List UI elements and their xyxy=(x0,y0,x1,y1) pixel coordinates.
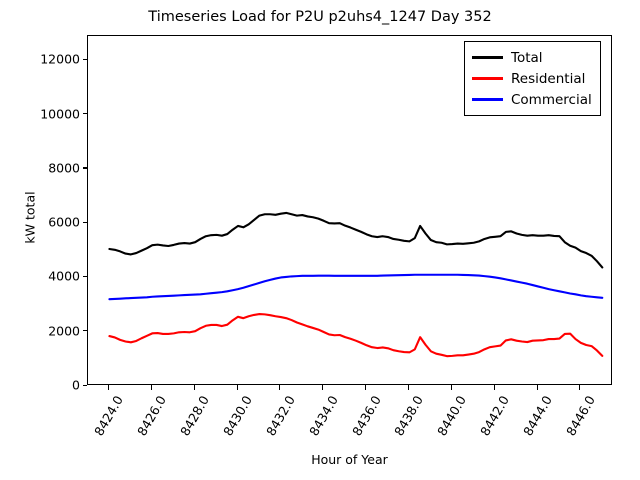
y-tick-mark xyxy=(82,113,87,115)
y-tick-label: 12000 xyxy=(40,51,80,67)
series-lines xyxy=(108,211,604,358)
x-tick-mark xyxy=(450,385,452,390)
x-tick-mark xyxy=(107,385,110,390)
legend-item-total: Total xyxy=(472,47,592,68)
x-tick-mark xyxy=(150,385,152,390)
x-tick-mark xyxy=(236,385,238,390)
y-tick-label: 2000 xyxy=(48,323,80,339)
plot-area xyxy=(87,35,612,385)
x-tick-mark xyxy=(279,385,281,390)
x-tick-mark xyxy=(536,385,538,390)
legend-label-commercial: Commercial xyxy=(511,91,592,108)
x-tick-mark xyxy=(193,385,195,390)
legend-swatch-total xyxy=(472,56,503,59)
legend-label-residential: Residential xyxy=(511,70,586,87)
legend-swatch-commercial xyxy=(472,98,503,101)
legend-swatch-residential xyxy=(472,77,503,80)
legend: Total Residential Commercial xyxy=(464,41,601,116)
y-tick-mark xyxy=(82,384,87,386)
y-tick-label: 4000 xyxy=(48,268,80,284)
series-line-total xyxy=(108,211,604,269)
series-line-residential xyxy=(108,313,604,358)
y-tick-mark xyxy=(82,330,87,332)
x-tick-mark xyxy=(365,385,367,390)
y-tick-mark xyxy=(82,58,87,60)
x-tick-mark xyxy=(579,385,581,390)
series-line-commercial xyxy=(108,273,604,301)
x-tick-mark xyxy=(322,385,324,390)
y-tick-label: 10000 xyxy=(40,106,80,122)
y-tick-label: 8000 xyxy=(48,160,80,176)
page-title: Timeseries Load for P2U p2uhs4_1247 Day … xyxy=(148,9,492,25)
legend-item-residential: Residential xyxy=(472,68,592,89)
y-tick-mark xyxy=(82,221,87,223)
y-tick-label: 0 xyxy=(72,377,80,393)
legend-label-total: Total xyxy=(511,49,543,66)
y-tick-mark xyxy=(82,167,87,169)
x-tick-mark xyxy=(493,385,495,390)
x-tick-mark xyxy=(407,385,410,390)
y-tick-label: 6000 xyxy=(48,214,80,230)
y-axis-tick-labels: 0 2000 4000 6000 8000 10000 12000 xyxy=(0,0,80,480)
legend-item-commercial: Commercial xyxy=(472,89,592,110)
y-tick-mark xyxy=(82,275,87,278)
x-axis-label: Hour of Year xyxy=(311,452,388,467)
